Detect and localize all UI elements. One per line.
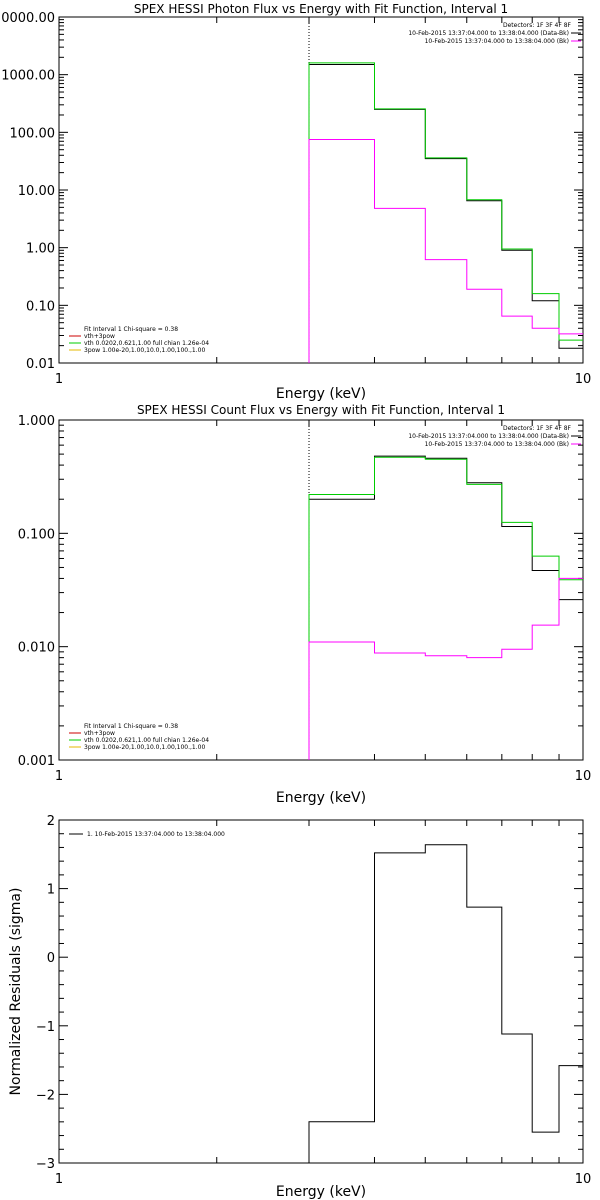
x-tick-label: 1 (55, 769, 63, 784)
y-tick-label: −3 (36, 1157, 55, 1172)
y-tick-label: 1.000 (18, 414, 55, 429)
y-tick-label: 0000.00 (1, 11, 55, 26)
plot-frame (58, 16, 584, 364)
fit-legend-entry: Fit Interval 1 Chi-square = 0.38 (84, 326, 178, 333)
plot-frame (58, 819, 584, 1164)
photon-flux-panel: SPEX HESSI Photon Flux vs Energy with Fi… (1, 2, 591, 402)
x-axis-label: Energy (keV) (276, 790, 366, 806)
y-tick-label: 0.10 (26, 299, 55, 314)
fit-legend-entry: vth 0.0202,0.621,1.00 full chian 1.26e-0… (84, 340, 209, 347)
residuals-panel: −3 −2 −1 0 1 2 1 10 Energy (keV) Normalized Resid… (8, 814, 591, 1200)
detectors-text: Detectors: 1F 3F 4F 8F (503, 425, 572, 432)
series-line-0 (308, 64, 583, 363)
y-tick-label: 0.100 (18, 527, 55, 542)
count-flux-panel: SPEX HESSI Count Flux vs Energy with Fit… (18, 403, 591, 806)
y-tick-label: 2 (47, 814, 55, 829)
series-line-0 (308, 844, 583, 1163)
x-tick-label: 1 (55, 1172, 63, 1187)
x-tick-label: 1 (55, 372, 63, 387)
x-axis-label: Energy (keV) (276, 386, 366, 402)
plot-frame (58, 419, 584, 761)
y-tick-label: −2 (36, 1088, 55, 1103)
x-tick-label: 10 (575, 769, 592, 784)
legend-top-entry: 10-Feb-2015 13:37:04.000 to 13:38:04.000… (425, 441, 569, 448)
y-tick-label: 10.00 (18, 184, 55, 199)
y-tick-label: 100.00 (10, 126, 56, 141)
fit-legend-entry: 3pow 1.00e-20,1.00,10.0,1.00,100.,1.00 (84, 347, 205, 354)
x-axis-label: Energy (keV) (276, 1184, 366, 1200)
legend-top-entry: 10-Feb-2015 13:37:04.000 to 13:38:04.000… (425, 38, 569, 45)
fit-legend-entry: vth+3pow (84, 333, 115, 340)
y-tick-label: 1000.00 (1, 69, 55, 84)
legend-top-entry: 10-Feb-2015 13:37:04.000 to 13:38:04.000… (408, 30, 569, 37)
fit-legend-entry: vth+3pow (84, 730, 115, 737)
y-tick-label: 0 (47, 951, 55, 966)
y-tick-label: 1.00 (26, 242, 55, 257)
series-line-1 (308, 456, 583, 760)
legend-entry: 1. 10-Feb-2015 13:37:04.000 to 13:38:04.… (87, 831, 225, 838)
series-line-1 (308, 62, 583, 363)
chart-title: SPEX HESSI Count Flux vs Energy with Fit… (137, 403, 505, 417)
detectors-text: Detectors: 1F 3F 4F 8F (503, 22, 572, 29)
fit-legend-entry: vth 0.0202,0.621,1.00 full chian 1.26e-0… (84, 737, 209, 744)
fit-legend-entry: Fit Interval 1 Chi-square = 0.38 (84, 723, 178, 730)
series-line-2 (308, 577, 583, 760)
y-tick-label: 0.001 (18, 754, 55, 769)
chart-title: SPEX HESSI Photon Flux vs Energy with Fi… (134, 2, 508, 16)
y-tick-label: 0.01 (26, 357, 55, 372)
series-line-0 (308, 455, 583, 760)
legend-top-entry: 10-Feb-2015 13:37:04.000 to 13:38:04.000… (408, 433, 569, 440)
y-axis-label: Normalized Residuals (sigma) (8, 888, 24, 1096)
x-tick-label: 10 (575, 1172, 592, 1187)
y-tick-label: −1 (36, 1020, 55, 1035)
y-tick-label: 0.010 (18, 641, 55, 656)
fit-legend-entry: 3pow 1.00e-20,1.00,10.0,1.00,100.,1.00 (84, 744, 205, 751)
x-tick-label: 10 (575, 372, 592, 387)
series-line-2 (308, 139, 583, 363)
y-tick-label: 1 (47, 883, 55, 898)
